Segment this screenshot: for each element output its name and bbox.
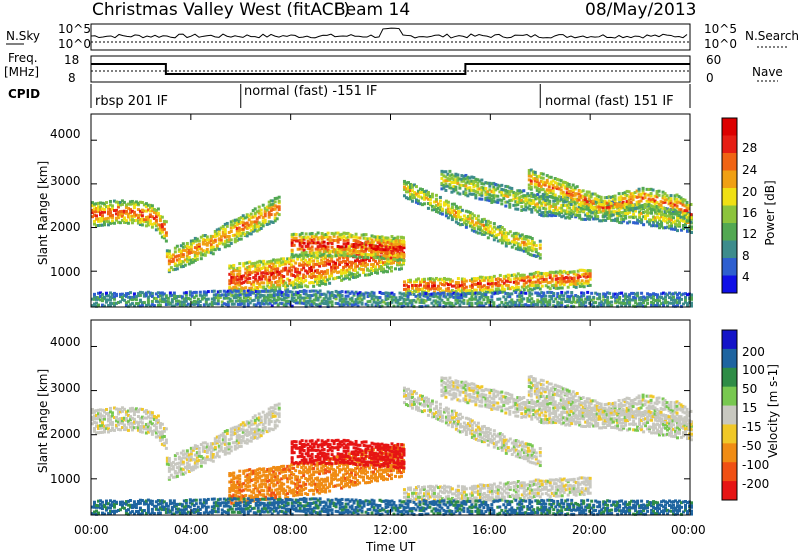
nave-label: Nave [752,65,783,79]
x-tick-3: 12:00 [373,523,408,537]
power-colorbar-swatch-5 [722,205,737,224]
velocity-echo-cells [91,375,693,516]
power-y-axis-label: Slant Range [km] [36,160,50,266]
x-tick-2: 08:00 [273,523,308,537]
velocity-colorbar-swatch-2 [722,367,737,388]
cpid-segment-3: normal (fast) 151 IF [545,94,674,109]
power-y-tick-3000: 3000 [50,174,81,188]
power-colorbar-swatch-8 [722,258,737,276]
nave-tick-top: 60 [706,53,722,67]
velocity-cb-tick-m100: -100 [742,458,770,472]
cpid-segment-2: normal (fast) -151 IF [244,84,378,99]
velocity-colorbar-swatch-6 [722,443,737,463]
power-y-tick-4000: 4000 [50,127,81,141]
power-y-tick-1000: 1000 [50,265,81,279]
power-colorbar-frame [721,117,738,294]
velocity-colorbar-frame [721,329,738,501]
velocity-y-tick-2000: 2000 [50,427,81,441]
nsearch-label: N.Search [745,29,800,43]
x-tick-1: 04:00 [174,523,209,537]
power-colorbar-swatch-7 [722,240,737,259]
velocity-colorbar-swatch-0 [722,330,737,350]
velocity-cb-tick-m200: -200 [742,477,770,491]
x-tick-5: 20:00 [572,523,607,537]
power-y-tick-2000: 2000 [50,220,81,234]
velocity-cb-tick-15: 15 [742,401,758,415]
cpid-segment-1: rbsp 201 IF [95,94,169,109]
freq-unit-label: [MHz] [4,65,40,79]
power-colorbar-swatch-6 [722,223,737,241]
velocity-y-tick-4000: 4000 [50,335,81,349]
power-echo-cells [91,168,693,308]
x-axis-label: Time UT [366,540,416,554]
velocity-y-tick-3000: 3000 [50,381,81,395]
velocity-y-tick-1000: 1000 [50,472,81,486]
power-cb-tick-12: 12 [742,227,758,241]
power-cb-tick-28: 28 [742,141,758,155]
x-tick-4: 16:00 [472,523,507,537]
power-colorbar-swatch-9 [722,275,737,294]
velocity-cb-tick-50: 50 [742,382,758,396]
power-colorbar-label: Power [dB] [763,180,777,246]
power-colorbar-swatch-4 [722,188,737,206]
noise-tick-top: 10^5 [58,22,91,36]
velocity-colorbar-swatch-3 [722,386,737,407]
freq-panel-frame [90,55,691,83]
velocity-y-axis-label: Slant Range [km] [36,368,50,474]
velocity-colorbar-swatch-1 [722,348,737,369]
power-colorbar-swatch-3 [722,170,737,189]
x-tick-6: 00:00 [671,523,706,537]
power-colorbar-swatch-0 [722,118,737,136]
power-cb-tick-24: 24 [742,163,758,177]
cpid-label: CPID [8,87,41,101]
freq-tick-bottom: 8 [68,71,76,85]
power-colorbar-swatch-2 [722,153,737,171]
velocity-colorbar-swatch-7 [722,462,737,482]
beam-label: Beam 14 [334,0,411,20]
x-tick-0: 00:00 [74,523,109,537]
power-colorbar-swatch-1 [722,135,737,154]
power-cb-tick-16: 16 [742,206,758,220]
power-cb-tick-20: 20 [742,185,758,199]
site-title: Christmas Valley West (fitACF) [92,0,351,20]
noise-sky-trace [90,27,688,40]
nsky-label: N.Sky [6,29,41,43]
noise-tick-bottom: 10^0 [58,37,91,51]
velocity-colorbar-swatch-5 [722,424,737,444]
freq-trace [91,63,690,75]
freq-label: Freq. [8,51,38,65]
velocity-cb-tick-200: 200 [742,345,765,359]
velocity-colorbar-swatch-8 [722,481,737,501]
velocity-colorbar-swatch-4 [722,405,737,425]
velocity-cb-tick-m50: -50 [742,439,762,453]
power-cb-tick-8: 8 [742,249,750,263]
date-label: 08/May/2013 [585,0,697,20]
freq-tick-top: 18 [64,53,80,67]
noise-tick-top-right: 10^5 [704,22,737,36]
velocity-cb-tick-m15: -15 [742,420,762,434]
nave-tick-bottom: 0 [706,71,714,85]
velocity-cb-tick-100: 100 [742,363,765,377]
velocity-colorbar-label: Velocity [m s-1] [766,364,780,458]
power-cb-tick-4: 4 [742,270,750,284]
noise-tick-bottom-right: 10^0 [704,37,737,51]
